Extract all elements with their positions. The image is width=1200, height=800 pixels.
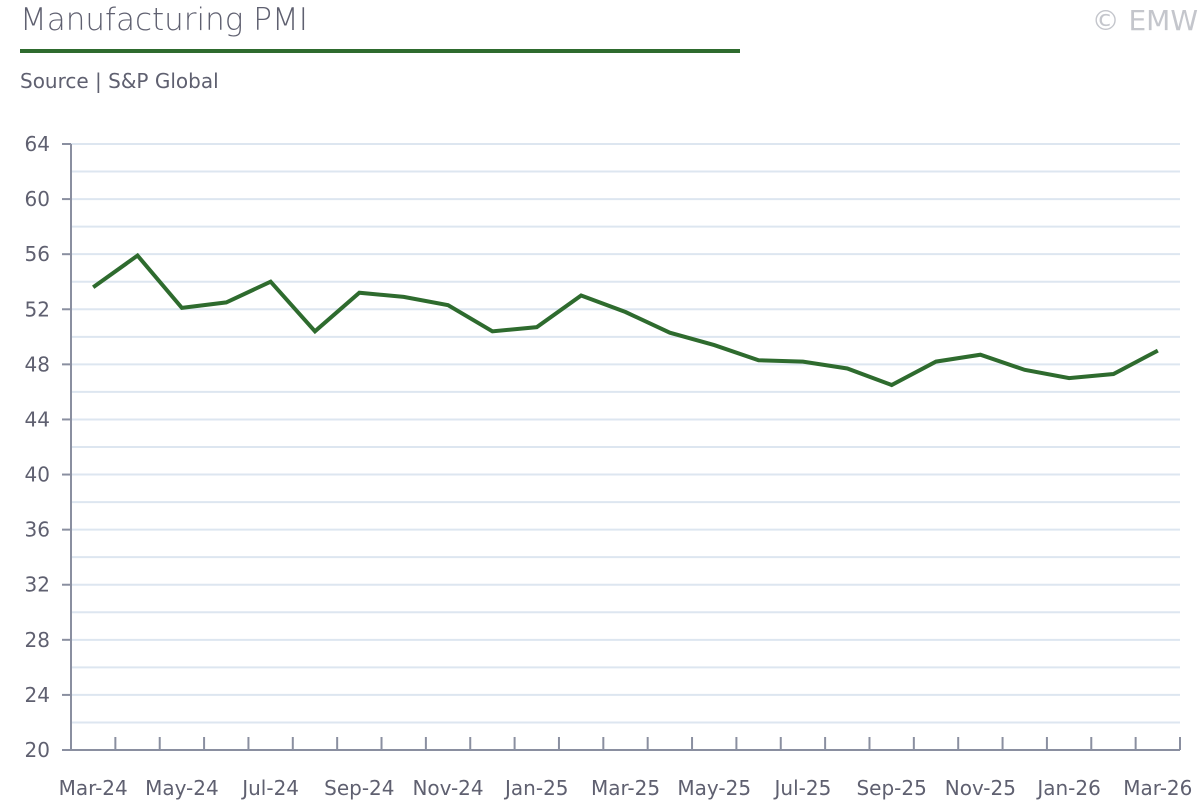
x-tick-label: Mar-25 [591,776,660,800]
y-tick-label: 28 [25,628,50,652]
chart-title: Manufacturing PMI [20,2,308,38]
y-tick-label: 52 [25,297,50,321]
y-tick-label: 32 [25,573,50,597]
title-underline [20,49,740,53]
x-tick-label: Sep-24 [324,776,394,800]
y-tick-label: 36 [25,518,50,542]
x-tick-label: Mar-24 [59,776,128,800]
y-tick-label: 24 [25,683,50,707]
y-tick-label: 60 [25,187,50,211]
x-tick-label: May-25 [677,776,751,800]
y-tick-label: 20 [25,738,50,762]
y-tick-label: 56 [25,242,50,266]
x-tick-label: Sep-25 [856,776,926,800]
y-tick-label: 44 [25,407,50,431]
x-tick-label: May-24 [145,776,219,800]
x-tick-label: Jul-25 [773,776,832,800]
y-tick-label: 48 [25,352,50,376]
y-tick-label: 40 [25,463,50,487]
copyright-label: © EMW [1091,4,1198,37]
x-tick-label: Jan-26 [1035,776,1101,800]
x-tick-label: Jan-25 [503,776,569,800]
series-line-manufacturing-pmi [92,252,1159,388]
x-tick-label: Nov-24 [412,776,483,800]
source-label: Source | S&P Global [20,69,219,93]
x-tick-label: Nov-25 [945,776,1016,800]
x-tick-label: Jul-24 [240,776,299,800]
y-tick-label: 64 [25,132,50,156]
x-tick-label: Mar-26 [1123,776,1192,800]
